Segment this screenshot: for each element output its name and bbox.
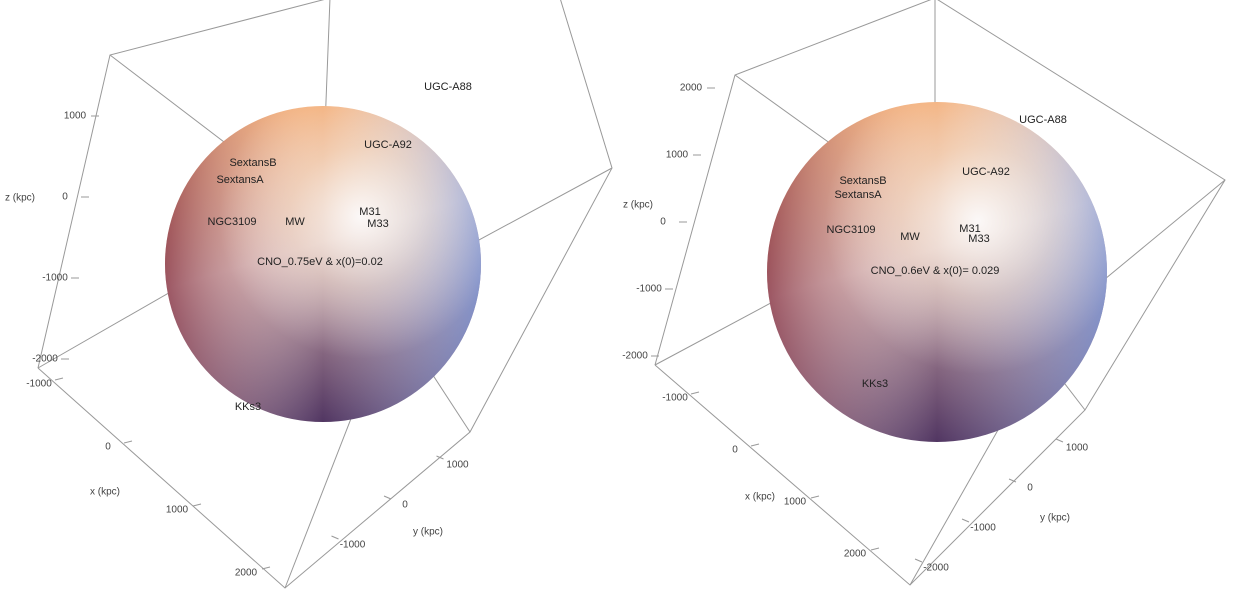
y-tick-label: -1000 <box>970 523 996 534</box>
galaxy-label: M31 <box>359 206 380 218</box>
tick-mark <box>1008 478 1017 483</box>
tick-mark <box>383 495 392 500</box>
tick-mark <box>331 535 339 540</box>
galaxy-label: MW <box>285 216 305 228</box>
y-tick-label: -2000 <box>923 563 949 574</box>
tick-mark <box>690 391 700 395</box>
x-tick-label: -1000 <box>662 393 688 404</box>
tick-mark <box>961 518 970 523</box>
z-tick-label: 1000 <box>666 150 689 161</box>
y-axis-label: y (kpc) <box>1040 513 1070 524</box>
z-tick-label: -2000 <box>622 351 648 362</box>
annotation: CNO_0.75eV & x(0)=0.02 <box>257 256 383 268</box>
galaxy-label: NGC3109 <box>827 224 876 236</box>
z-tick-label: 0 <box>660 217 666 228</box>
y-tick-label: 0 <box>402 500 408 511</box>
x-tick-label: 0 <box>105 442 111 453</box>
y-tick-label: -1000 <box>340 540 366 551</box>
x-tick-label: 0 <box>732 445 738 456</box>
galaxy-label: M33 <box>968 233 989 245</box>
z-tick-label: -2000 <box>32 354 58 365</box>
galaxy-label: SextansB <box>839 175 886 187</box>
galaxy-label: NGC3109 <box>208 216 257 228</box>
sphere <box>767 102 1107 442</box>
tick-mark <box>261 566 271 570</box>
z-tick-label: 1000 <box>64 111 87 122</box>
x-tick-label: 2000 <box>235 568 258 579</box>
galaxy-label: M31 <box>959 223 980 235</box>
z-tick-label: -1000 <box>636 284 662 295</box>
galaxy-label: KKs3 <box>862 378 888 390</box>
galaxy-label: KKs3 <box>235 401 261 413</box>
galaxy-label: MW <box>900 231 920 243</box>
x-tick-label: 2000 <box>844 549 867 560</box>
z-tick-label: 2000 <box>680 83 703 94</box>
galaxy-label: UGC-A92 <box>364 139 412 151</box>
tick-mark <box>192 503 202 507</box>
tick-mark <box>870 547 880 551</box>
tick-mark <box>750 443 760 447</box>
x-tick-label: 1000 <box>784 497 807 508</box>
tick-mark <box>436 455 444 460</box>
y-tick-label: 1000 <box>446 460 469 471</box>
y-tick-label: 1000 <box>1066 443 1089 454</box>
x-axis-label: x (kpc) <box>745 492 775 503</box>
y-tick-label: 0 <box>1027 483 1033 494</box>
galaxy-label: UGC-A88 <box>424 81 472 93</box>
galaxy-label: SextansA <box>216 174 264 186</box>
tick-mark <box>914 558 923 563</box>
z-tick-label: 0 <box>62 192 68 203</box>
annotation: CNO_0.6eV & x(0)= 0.029 <box>871 265 1000 277</box>
z-axis-label: z (kpc) <box>5 193 35 204</box>
tick-mark <box>1055 438 1064 443</box>
sphere <box>165 106 481 422</box>
galaxy-label: UGC-A92 <box>962 166 1010 178</box>
galaxy-label: M33 <box>367 218 388 230</box>
x-tick-label: 1000 <box>166 505 189 516</box>
tick-mark <box>54 377 64 381</box>
z-tick-label: -1000 <box>42 273 68 284</box>
galaxy-label: SextansA <box>834 189 882 201</box>
galaxy-label: SextansB <box>229 157 276 169</box>
galaxy-label: UGC-A88 <box>1019 114 1067 126</box>
y-axis-label: y (kpc) <box>413 527 443 538</box>
x-axis-label: x (kpc) <box>90 487 120 498</box>
tick-mark <box>810 495 820 499</box>
z-axis-label: z (kpc) <box>623 200 653 211</box>
x-tick-label: -1000 <box>26 379 52 390</box>
tick-mark <box>123 440 133 444</box>
